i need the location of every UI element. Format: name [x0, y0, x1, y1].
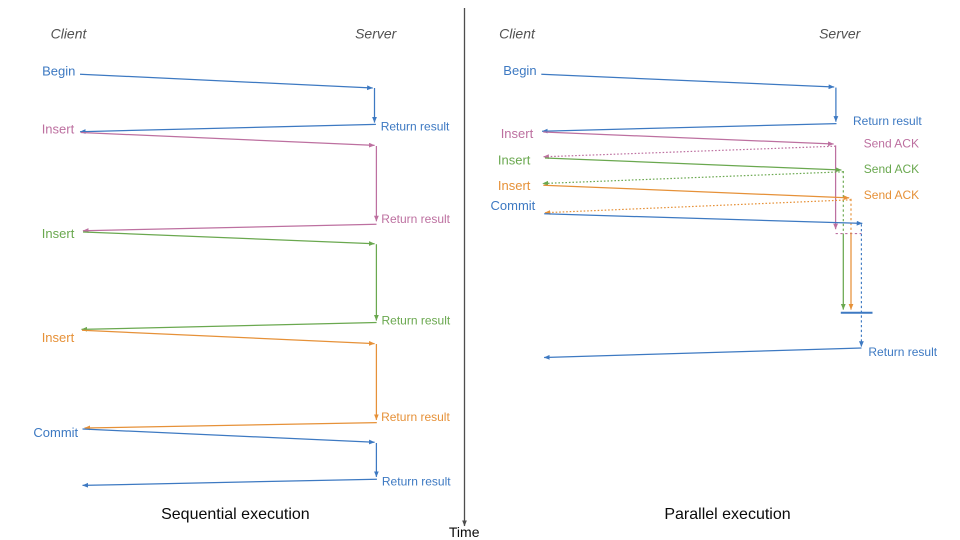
svg-text:Return result: Return result — [381, 119, 450, 133]
svg-text:Send ACK: Send ACK — [864, 188, 919, 202]
svg-text:Sequential execution: Sequential execution — [161, 506, 310, 523]
svg-text:Insert: Insert — [42, 330, 75, 345]
svg-text:Server: Server — [819, 26, 862, 42]
svg-text:Return result: Return result — [381, 410, 450, 424]
svg-text:Time: Time — [449, 524, 480, 540]
svg-text:Client: Client — [499, 26, 536, 42]
svg-text:Send ACK: Send ACK — [864, 137, 919, 151]
svg-text:Insert: Insert — [498, 178, 531, 193]
svg-text:Return result: Return result — [868, 345, 937, 359]
svg-text:Return result: Return result — [381, 212, 450, 226]
svg-text:Client: Client — [51, 26, 88, 42]
svg-text:Begin: Begin — [42, 63, 75, 78]
svg-text:Return result: Return result — [382, 474, 451, 488]
svg-text:Return result: Return result — [382, 313, 451, 327]
svg-text:Insert: Insert — [42, 226, 75, 241]
svg-text:Server: Server — [355, 26, 398, 42]
svg-text:Begin: Begin — [503, 63, 536, 78]
svg-text:Return result: Return result — [853, 114, 922, 128]
svg-text:Commit: Commit — [33, 425, 78, 440]
svg-text:Commit: Commit — [491, 198, 536, 213]
svg-text:Parallel execution: Parallel execution — [664, 506, 790, 523]
svg-text:Send ACK: Send ACK — [864, 162, 919, 176]
svg-text:Insert: Insert — [498, 152, 531, 167]
svg-text:Insert: Insert — [501, 126, 534, 141]
svg-text:Insert: Insert — [42, 121, 75, 136]
